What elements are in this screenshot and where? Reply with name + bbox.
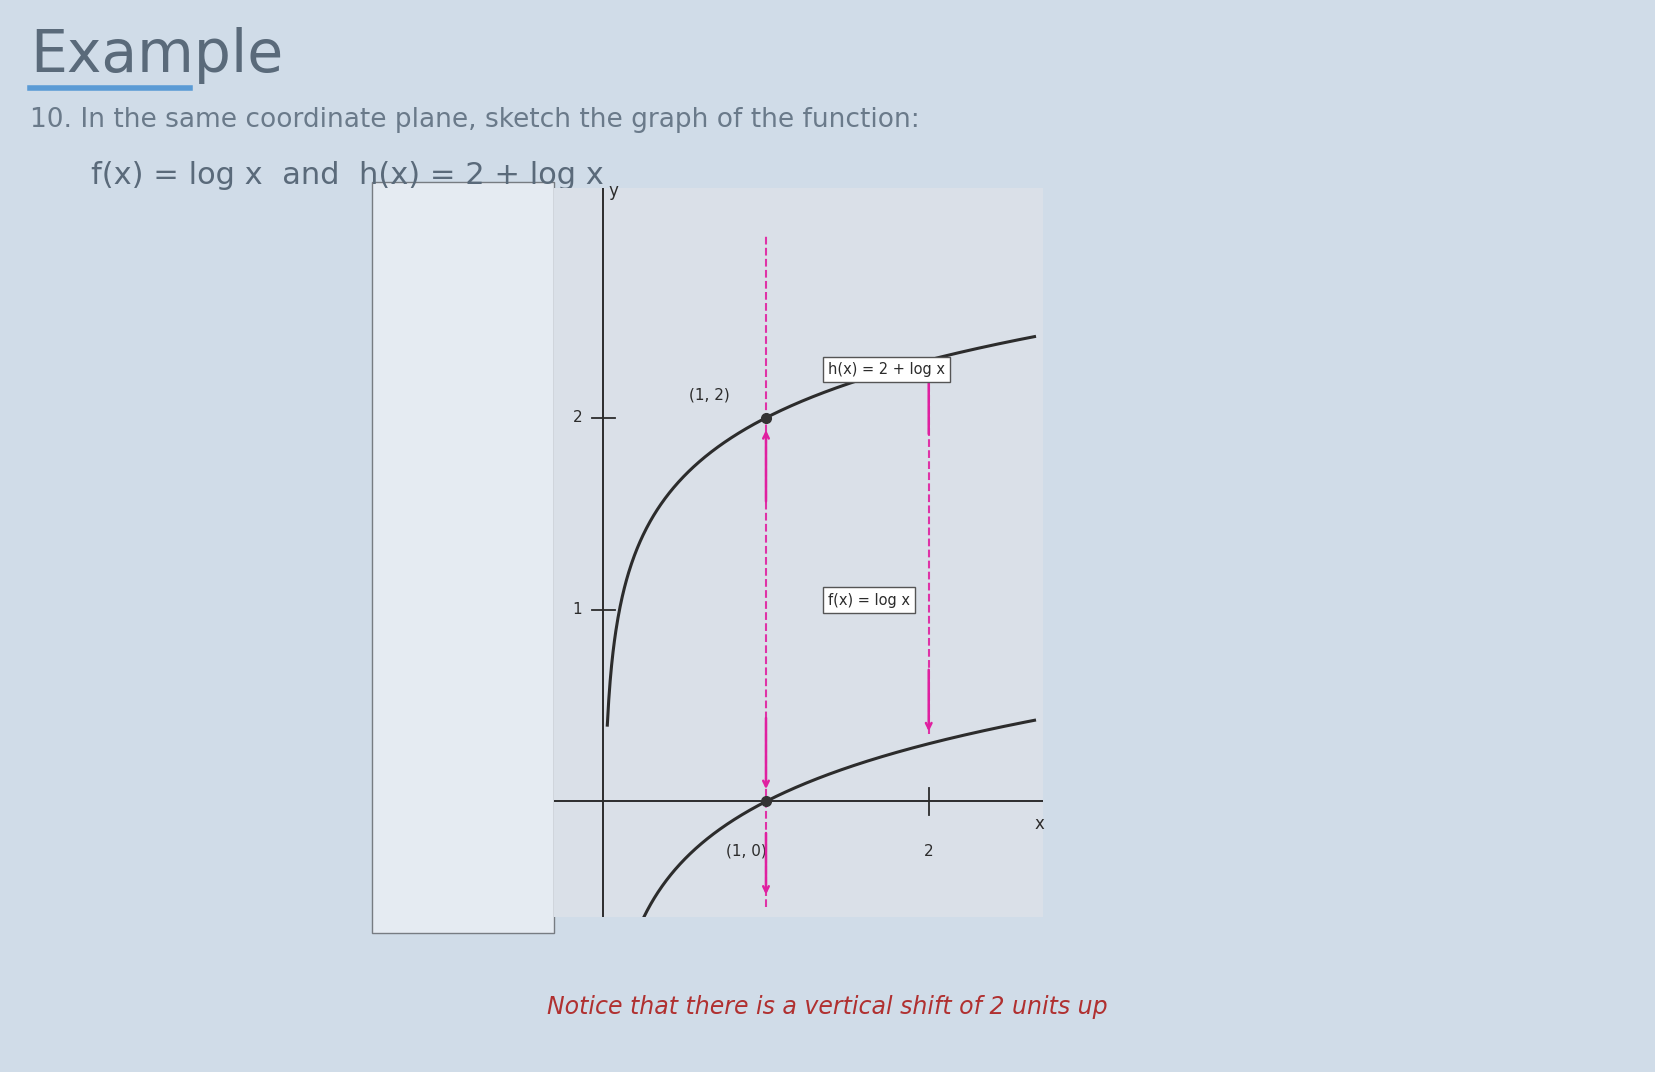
Text: (1, 2): (1, 2) bbox=[688, 387, 730, 402]
FancyBboxPatch shape bbox=[372, 182, 554, 933]
Text: 1: 1 bbox=[573, 602, 583, 617]
Text: 10. In the same coordinate plane, sketch the graph of the function:: 10. In the same coordinate plane, sketch… bbox=[30, 107, 920, 133]
Text: Notice that there is a vertical shift of 2 units up: Notice that there is a vertical shift of… bbox=[548, 995, 1107, 1018]
Text: 2: 2 bbox=[923, 844, 933, 859]
Text: y: y bbox=[607, 182, 617, 200]
Text: Example: Example bbox=[30, 27, 283, 84]
Text: x: x bbox=[1034, 816, 1044, 834]
Text: f(x) = log x  and  h(x) = 2 + log x: f(x) = log x and h(x) = 2 + log x bbox=[91, 161, 604, 190]
Text: f(x) = log x: f(x) = log x bbox=[828, 593, 910, 608]
Text: (1, 0): (1, 0) bbox=[727, 844, 766, 859]
Text: h(x) = 2 + log x: h(x) = 2 + log x bbox=[828, 362, 945, 377]
Text: 2: 2 bbox=[573, 411, 583, 426]
